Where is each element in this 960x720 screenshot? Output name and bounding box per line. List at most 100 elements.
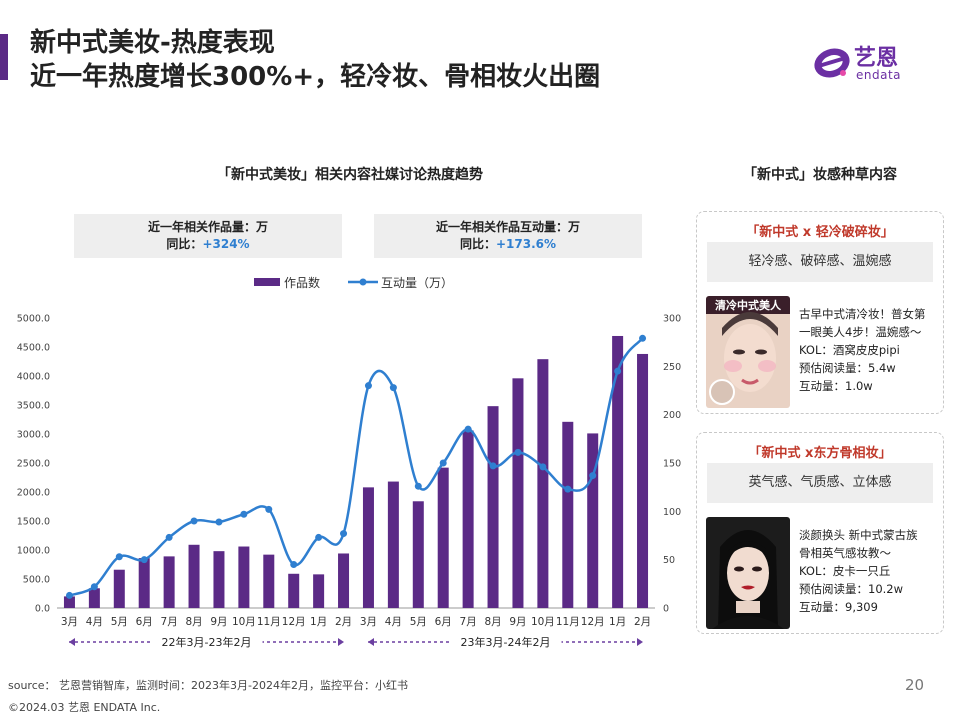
x-tick-label: 2月 xyxy=(634,616,651,628)
endata-logo-icon xyxy=(814,48,850,78)
x-tick-label: 3月 xyxy=(360,616,377,628)
bar-works-1 xyxy=(88,588,100,608)
bar-works-20 xyxy=(562,421,574,608)
bar-works-14 xyxy=(412,501,424,608)
card-line: 一眼美人4步！温婉感～ xyxy=(799,325,922,339)
y-right-tick-label: 250 xyxy=(663,362,681,373)
period-label-bg-1 xyxy=(449,633,562,651)
line-point-14 xyxy=(414,482,422,490)
bar-works-16 xyxy=(462,430,474,608)
card-interactions: 互动量：9,309 xyxy=(799,600,878,614)
card-thumbnail-image[interactable] xyxy=(706,517,790,629)
bar-works-11 xyxy=(338,553,350,608)
bar-works-23 xyxy=(637,353,649,608)
y-right-tick-label: 300 xyxy=(663,314,681,325)
bar-works-8 xyxy=(263,554,275,608)
x-tick-label: 5月 xyxy=(410,616,427,628)
bar-works-6 xyxy=(213,551,225,608)
chart-title: 「新中式美妆」相关内容社媒讨论热度趋势 xyxy=(217,167,483,183)
line-point-10 xyxy=(315,533,323,541)
stat-works-yoy-label: 同比： xyxy=(166,237,203,251)
legend-line-label: 互动量（万） xyxy=(381,276,454,290)
x-tick-label: 8月 xyxy=(484,616,501,628)
line-point-12 xyxy=(364,382,372,390)
line-point-4 xyxy=(165,533,173,541)
page-subtitle: 近一年热度增长300%+，轻冷妆、骨相妆火出圈 xyxy=(30,62,601,92)
y-left-tick-label: 4000.0 xyxy=(17,372,50,383)
line-point-15 xyxy=(439,459,447,467)
card-line: 淡颜换头 新中式蒙古族 xyxy=(799,528,918,542)
x-tick-label: 12月 xyxy=(581,616,605,628)
y-left-tick-label: 5000.0 xyxy=(17,314,50,325)
card-thumbnail-image[interactable]: 清冷中式美人 xyxy=(706,296,790,408)
content-card-light-cold-makeup[interactable]: 「新中式 x 轻冷破碎妆」 轻冷感、破碎感、温婉感 清冷中式美人 古早中式清冷妆… xyxy=(696,211,944,414)
source-note: source： 艺恩营销智库，监测时间：2023年3月-2024年2月，监控平台… xyxy=(8,679,408,692)
period-label-bg-0 xyxy=(150,633,263,651)
y-left-tick-label: 2500.0 xyxy=(17,459,50,470)
chart-legend: 作品数 互动量（万） xyxy=(0,274,700,290)
x-tick-label: 3月 xyxy=(61,616,78,628)
bar-works-3 xyxy=(138,558,150,608)
legend-line-swatch xyxy=(348,278,378,286)
period-label-1: 23年3月-24年2月 xyxy=(461,635,551,649)
card-title: 「新中式 x 轻冷破碎妆」 xyxy=(746,225,894,240)
card-line: 古早中式清冷妆！普女第 xyxy=(799,307,926,321)
bar-works-18 xyxy=(512,378,524,608)
page-number: 20 xyxy=(905,676,925,694)
card-kol: KOL：皮卡一只丘 xyxy=(799,564,891,578)
card-views: 预估阅读量：10.2w xyxy=(799,582,904,596)
line-point-19 xyxy=(539,463,547,471)
line-point-5 xyxy=(190,517,198,525)
thumbnail-caption: 清冷中式美人 xyxy=(715,298,782,312)
x-tick-label: 10月 xyxy=(232,616,256,628)
x-tick-label: 5月 xyxy=(111,616,128,628)
y-right-tick-label: 0 xyxy=(663,604,669,615)
period-label-0: 22年3月-23年2月 xyxy=(162,635,252,649)
copyright: ©2024.03 艺恩 ENDATA Inc. xyxy=(8,701,161,714)
panel-title: 「新中式」妆感种草内容 xyxy=(743,167,897,183)
x-tick-label: 9月 xyxy=(509,616,526,628)
line-point-7 xyxy=(240,510,248,518)
x-tick-label: 1月 xyxy=(609,616,626,628)
bar-works-5 xyxy=(188,544,200,608)
y-left-tick-label: 500.0 xyxy=(23,575,50,586)
x-tick-label: 8月 xyxy=(185,616,202,628)
period-arrow-right-1 xyxy=(637,638,643,646)
period-arrow-left-1 xyxy=(368,638,374,646)
logo-text-en: endata xyxy=(856,68,902,82)
x-tick-label: 4月 xyxy=(385,616,402,628)
period-arrow-left-0 xyxy=(69,638,75,646)
y-right-tick-label: 100 xyxy=(663,507,681,518)
card-title: 「新中式 x东方骨相妆」 xyxy=(748,446,892,461)
bar-works-22 xyxy=(612,335,624,608)
period-arrow-right-0 xyxy=(338,638,344,646)
y-right-tick-label: 50 xyxy=(663,555,675,566)
x-tick-label: 6月 xyxy=(136,616,153,628)
line-interactions xyxy=(69,337,644,597)
bar-works-2 xyxy=(113,569,125,608)
x-tick-label: 4月 xyxy=(86,616,103,628)
stat-works-yoy-value: +324% xyxy=(202,237,250,251)
y-left-tick-label: 1000.0 xyxy=(17,546,50,557)
x-tick-label: 11月 xyxy=(257,616,281,628)
y-left-tick-label: 4500.0 xyxy=(17,343,50,354)
line-point-11 xyxy=(340,530,348,538)
card-description: 古早中式清冷妆！普女第 一眼美人4步！温婉感～ KOL：酒窝皮皮pipi 预估阅… xyxy=(799,305,941,395)
x-tick-label: 7月 xyxy=(460,616,477,628)
card-line: 骨相英气感妆教～ xyxy=(799,546,891,560)
card-tags: 轻冷感、破碎感、温婉感 xyxy=(707,242,933,282)
bar-works-13 xyxy=(387,481,399,608)
x-tick-label: 10月 xyxy=(531,616,555,628)
line-point-2 xyxy=(115,553,123,561)
bar-works-0 xyxy=(63,596,75,608)
page-title: 新中式美妆-热度表现 xyxy=(30,28,275,58)
bar-works-10 xyxy=(313,574,325,608)
content-card-bone-structure-makeup[interactable]: 「新中式 x东方骨相妆」 英气感、气质感、立体感 淡颜换头 新中式蒙古族 骨相英… xyxy=(696,432,944,634)
y-right-tick-label: 150 xyxy=(663,459,681,470)
bar-works-7 xyxy=(238,546,250,608)
endata-logo: 艺恩 endata xyxy=(812,40,932,86)
combo-chart: 0.0 500.0 1000.0 1500.0 2000.0 2500.0 3000.0 35… xyxy=(17,314,681,651)
line-point-9 xyxy=(290,561,298,568)
line-point-8 xyxy=(265,505,273,513)
bar-works-9 xyxy=(288,573,300,608)
